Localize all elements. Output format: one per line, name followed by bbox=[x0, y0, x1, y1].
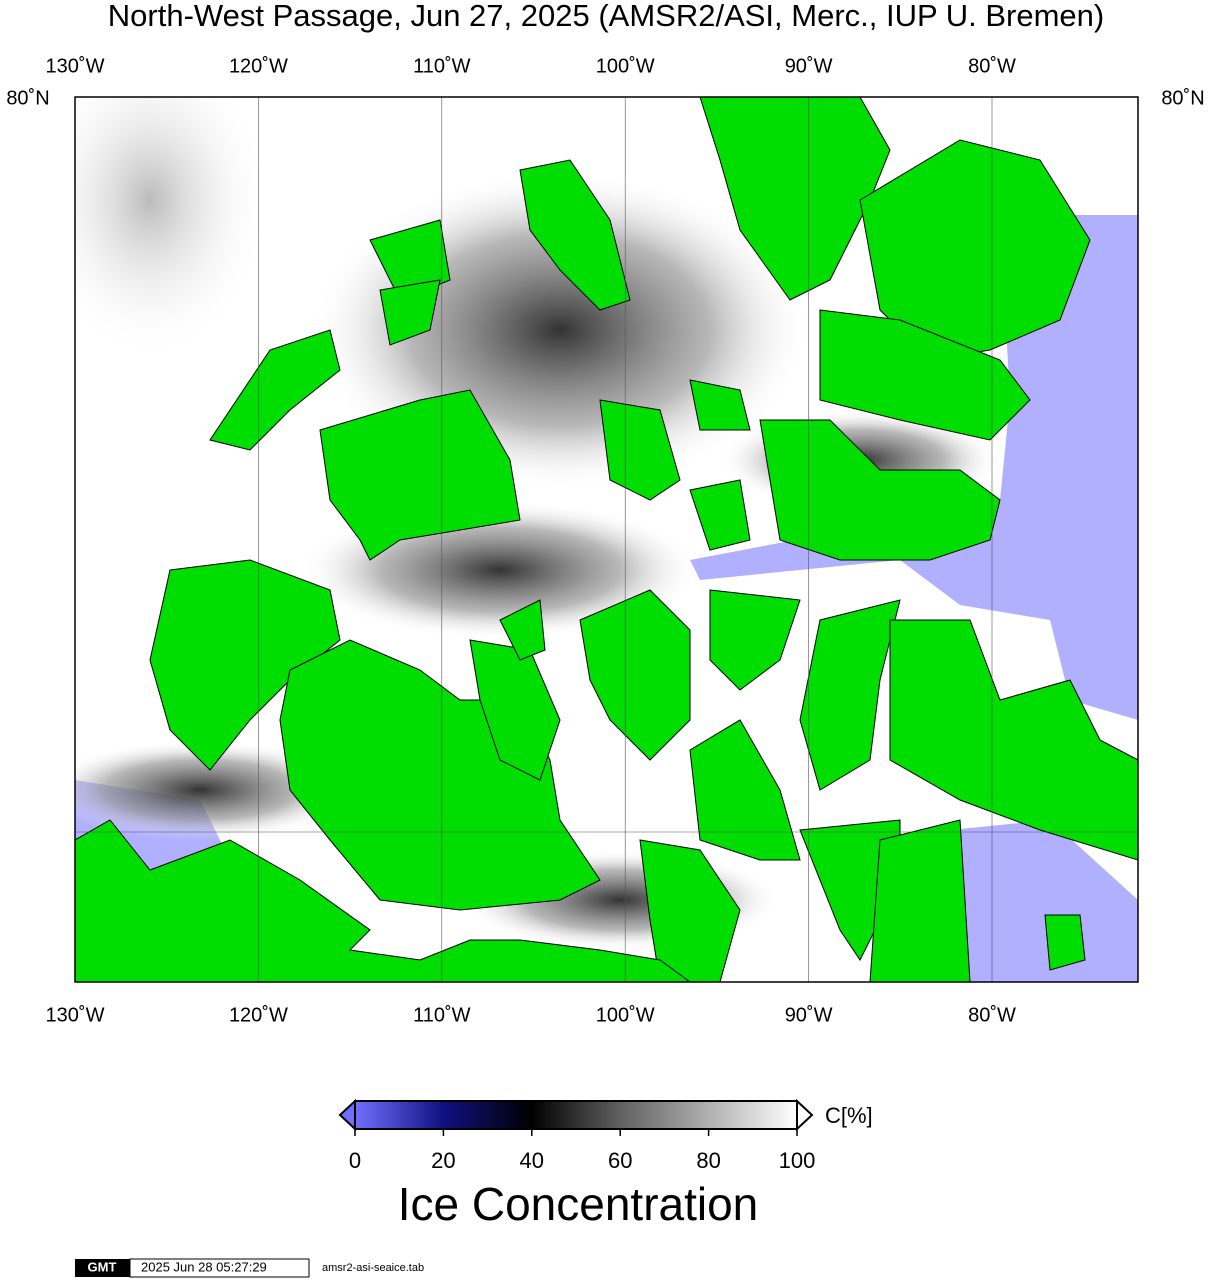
colorbar-under bbox=[338, 1098, 356, 1132]
lon-label: 80˚W bbox=[968, 1004, 1016, 1026]
lon-label: 120˚W bbox=[229, 55, 288, 77]
land bbox=[889, 619, 1138, 861]
land bbox=[499, 599, 546, 661]
land bbox=[209, 329, 341, 451]
colorbar-scale bbox=[354, 1100, 798, 1130]
open-water bbox=[690, 215, 1138, 720]
land bbox=[699, 97, 891, 301]
land bbox=[689, 479, 751, 551]
colorbar-tick-label: 20 bbox=[431, 1148, 455, 1173]
lon-label: 130˚W bbox=[46, 55, 105, 77]
source-file: amsr2-asi-seaice.tab bbox=[322, 1262, 424, 1274]
lon-label: 90˚W bbox=[785, 55, 833, 77]
colorbar-over bbox=[796, 1098, 814, 1132]
gmt-logo-text: GMT bbox=[88, 1259, 117, 1274]
timestamp: 2025 Jun 28 05:27:29 bbox=[141, 1259, 267, 1274]
lon-label: 100˚W bbox=[596, 55, 655, 77]
land bbox=[759, 419, 1001, 561]
land bbox=[639, 839, 741, 982]
open-water bbox=[950, 820, 1138, 982]
lat-label: 80˚N bbox=[6, 87, 49, 109]
land bbox=[689, 719, 801, 861]
land bbox=[799, 599, 901, 791]
lon-label: 130˚W bbox=[46, 1004, 105, 1026]
lat-label: 80˚N bbox=[1161, 87, 1204, 109]
land bbox=[369, 219, 451, 301]
land bbox=[869, 819, 971, 982]
colorbar: C[%] 0 20 40 60 80 100 bbox=[338, 1098, 873, 1173]
land bbox=[149, 559, 341, 771]
land bbox=[75, 819, 691, 982]
colorbar-tick-label: 100 bbox=[779, 1148, 816, 1173]
map bbox=[75, 97, 1138, 982]
land bbox=[579, 589, 691, 761]
timestamp-box bbox=[129, 1258, 310, 1278]
colorbar-tick-label: 0 bbox=[349, 1148, 361, 1173]
colorbar-label: Ice Concentration bbox=[398, 1178, 759, 1230]
lon-label: 80˚W bbox=[968, 55, 1016, 77]
land bbox=[1044, 914, 1086, 971]
lon-label: 100˚W bbox=[596, 1004, 655, 1026]
land bbox=[519, 159, 631, 311]
lon-label: 120˚W bbox=[229, 1004, 288, 1026]
land bbox=[709, 589, 801, 691]
gmt-logo bbox=[75, 1259, 130, 1277]
colorbar-tick-label: 60 bbox=[608, 1148, 632, 1173]
land bbox=[379, 279, 441, 346]
colorbar-unit: C[%] bbox=[825, 1103, 873, 1128]
land bbox=[599, 399, 681, 501]
land bbox=[689, 379, 751, 431]
lon-label: 110˚W bbox=[413, 55, 471, 77]
lon-label: 90˚W bbox=[785, 1004, 833, 1026]
title: North-West Passage, Jun 27, 2025 (AMSR2/… bbox=[108, 0, 1104, 33]
lon-label: 110˚W bbox=[413, 1004, 471, 1026]
colorbar-tick-label: 80 bbox=[696, 1148, 720, 1173]
land bbox=[319, 389, 521, 561]
map-frame bbox=[74, 96, 1139, 983]
ice-area bbox=[75, 97, 270, 360]
land bbox=[819, 309, 1031, 441]
colorbar-tick-label: 40 bbox=[520, 1148, 544, 1173]
